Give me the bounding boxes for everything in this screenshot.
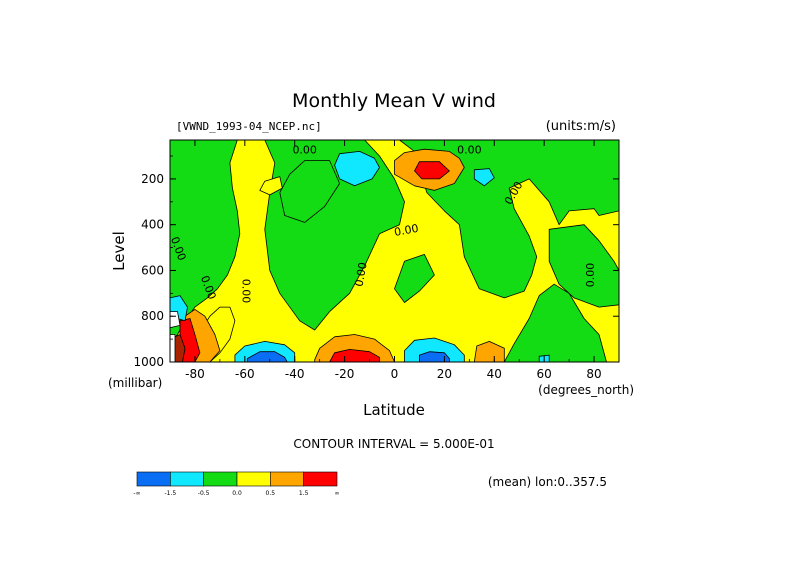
x-tick-label: 20 <box>437 367 452 381</box>
contour-region <box>259 176 283 196</box>
contour-region <box>548 224 619 308</box>
contour-label: 0.00 <box>393 222 419 239</box>
contour-region <box>246 351 288 362</box>
y-axis-units: (millibar) <box>108 376 162 390</box>
contour-region <box>170 311 181 329</box>
colorbar-swatch <box>236 471 271 487</box>
y-tick-label: 800 <box>141 309 164 323</box>
contour-label: 0.00 <box>239 279 252 304</box>
y-tick-label: 600 <box>141 263 164 277</box>
contour-region <box>170 334 176 362</box>
x-axis-ticks: -80 -60 -40 -20 0 20 40 60 80 <box>169 140 620 381</box>
y-tick-label: 200 <box>141 172 164 186</box>
x-axis-units: (degrees_north) <box>538 383 634 397</box>
x-tick-label: 0 <box>391 367 399 381</box>
y-axis-ticks: 200 400 600 800 1000 <box>133 155 619 369</box>
colorbar-label: 0.5 <box>266 490 276 497</box>
colorbar: -∞ -1.5 -0.5 0.0 0.5 1.5 ∞ <box>133 471 340 497</box>
contour-label: 0.00 <box>584 263 597 288</box>
colorbar-swatch <box>203 471 238 487</box>
colorbar-swatch <box>136 471 171 487</box>
dataset-label: [VWND_1993-04_NCEP.nc] <box>176 120 322 133</box>
x-tick-label: 40 <box>487 367 502 381</box>
y-tick-label: 400 <box>141 218 164 232</box>
colorbar-label: -1.5 <box>164 490 176 497</box>
contour-region <box>179 318 201 362</box>
colorbar-label: ∞ <box>335 490 340 497</box>
colorbar-label: 1.5 <box>299 490 309 497</box>
contour-region <box>473 340 505 362</box>
y-axis-label: Level <box>110 231 128 271</box>
contour-region <box>329 348 380 362</box>
chart-title: Monthly Mean V wind <box>292 90 496 112</box>
contour-region <box>394 253 435 303</box>
x-tick-label: -60 <box>235 367 255 381</box>
contour-region <box>334 150 380 187</box>
colorbar-label: -0.5 <box>198 490 210 497</box>
x-tick-label: -80 <box>185 367 205 381</box>
colorbar-swatch <box>303 471 338 487</box>
contour-interval-note: CONTOUR INTERVAL = 5.000E-01 <box>293 437 494 451</box>
x-tick-label: -40 <box>285 367 305 381</box>
x-tick-label: 60 <box>537 367 552 381</box>
contour-region <box>418 351 450 362</box>
colorbar-label: 0.0 <box>232 490 242 497</box>
colorbar-label: -∞ <box>133 490 140 497</box>
contour-region <box>279 160 341 223</box>
x-tick-label: -20 <box>335 367 355 381</box>
units-label: (units:m/s) <box>546 119 616 134</box>
contour-label: 0.00 <box>353 261 370 287</box>
x-axis-label: Latitude <box>363 401 425 419</box>
y-tick-label: 1000 <box>133 355 164 369</box>
contour-label: 0.00 <box>292 144 317 157</box>
contour-label: 0.00 <box>457 144 482 157</box>
contour-region <box>414 161 450 180</box>
mean-lon-note: (mean) lon:0..357.5 <box>488 475 607 489</box>
x-tick-label: 80 <box>586 367 601 381</box>
colorbar-swatch <box>170 471 204 487</box>
filled-contours <box>170 140 619 362</box>
colorbar-swatch <box>270 471 304 487</box>
contour-region <box>473 168 495 187</box>
